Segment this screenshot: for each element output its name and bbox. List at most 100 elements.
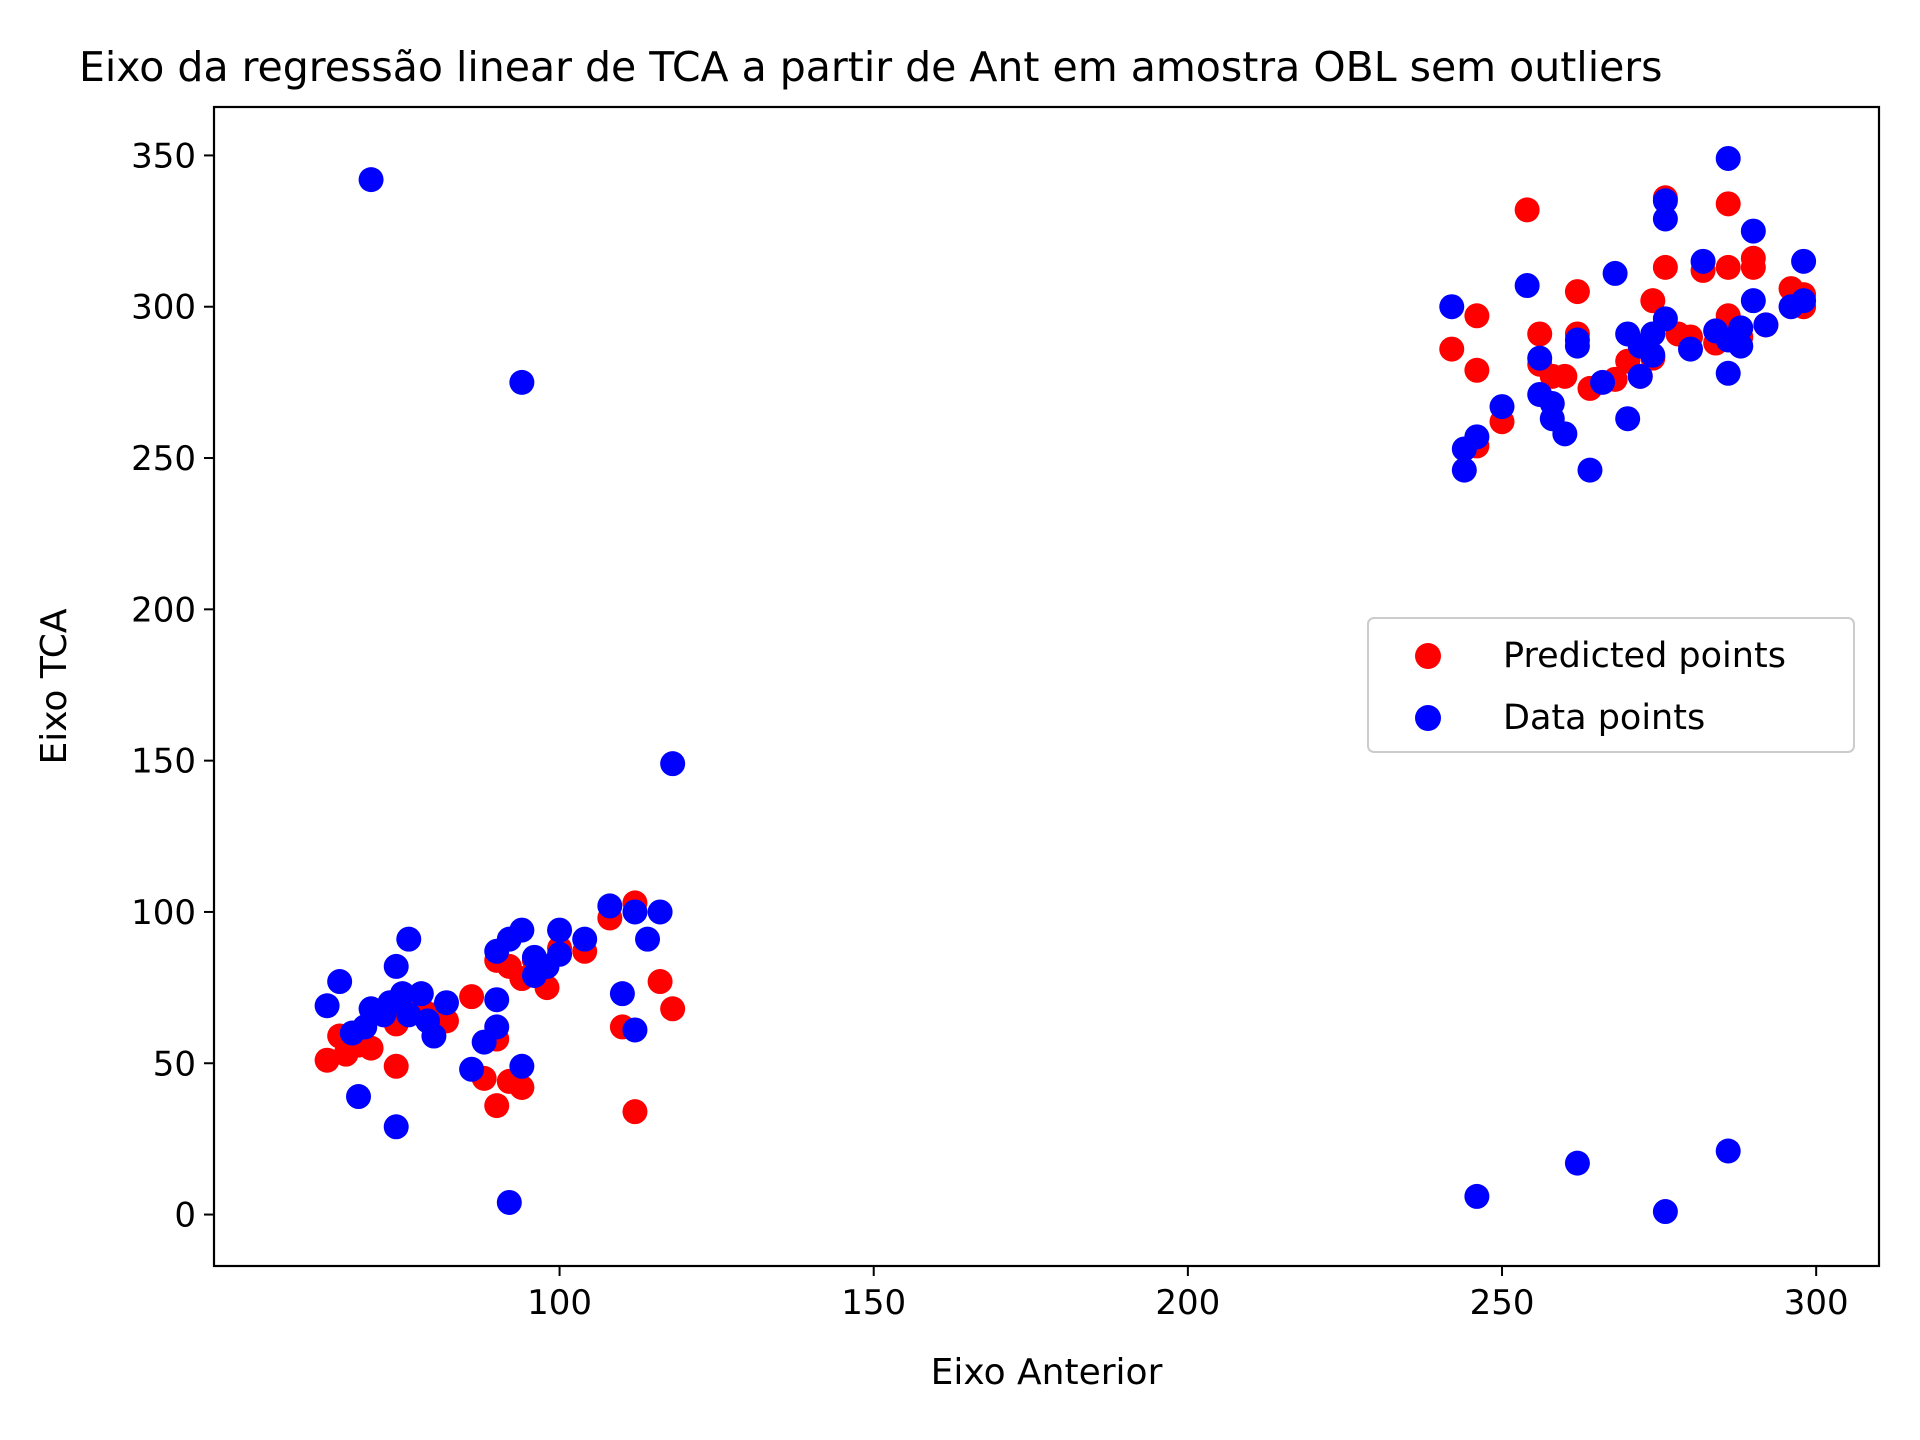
y-axis-title: Eixo TCA [34,608,75,764]
data-points-marker [1590,369,1616,395]
data-points-marker [358,167,384,193]
data-points-marker [660,751,686,777]
legend: Predicted points Data points [1367,617,1855,753]
y-axis: 0 50 100 150 200 250 300 350 [131,136,214,1236]
predicted-points-marker [459,984,485,1010]
data-points-marker [484,1014,510,1040]
y-tick-label: 100 [131,893,196,933]
predicted-points-marker [509,1074,535,1100]
data-points-marker [327,969,353,995]
predicted-points-marker [660,996,686,1022]
data-points-marker [484,987,510,1013]
data-points-marker [314,993,340,1019]
data-points-marker [1715,360,1741,386]
x-tick-label: 150 [841,1283,906,1323]
predicted-points-marker [1715,254,1741,280]
y-tick-label: 0 [174,1196,196,1236]
predicted-points-marker [1527,321,1553,347]
x-axis: 100 150 200 250 300 [527,1266,1849,1323]
data-points-marker [1728,333,1754,359]
predicted-points-marker [1564,279,1590,305]
predicted-points-marker [1652,254,1678,280]
y-tick-label: 200 [131,590,196,630]
data-points-marker [1740,288,1766,314]
data-points-marker [1678,336,1704,362]
data-points-marker [389,981,415,1007]
data-points-marker [1439,294,1465,320]
data-points-marker [509,1053,535,1079]
y-tick-label: 300 [131,288,196,328]
data-points-marker [609,981,635,1007]
y-tick-label: 350 [131,136,196,176]
predicted-points-marker [647,969,673,995]
data-points-marker [1740,218,1766,244]
data-points-marker [547,917,573,943]
predicted-points-marker [314,1047,340,1073]
predicted-points-marker [1514,197,1540,223]
data-points-marker [1615,406,1641,432]
predicted-points-marker [1740,254,1766,280]
predicted-points-marker [1552,363,1578,389]
data-points-marker [647,899,673,925]
data-points-marker [383,953,409,979]
y-tick-label: 50 [153,1044,196,1084]
predicted-points-marker [1464,303,1490,329]
x-axis-title: Eixo Anterior [931,1352,1163,1393]
predicted-points-marker [1715,191,1741,217]
data-points-marker [1577,457,1603,483]
x-tick-label: 200 [1155,1283,1220,1323]
data-points-marker [1527,345,1553,371]
data-points-marker [396,1002,422,1028]
data-points-marker [509,369,535,395]
data-points-marker [1552,421,1578,447]
data-points-marker [496,1189,522,1215]
data-points-marker [1489,394,1515,420]
data-points-marker [1627,363,1653,389]
data-points-marker [1640,342,1666,368]
legend-label-data-points: Data points [1503,698,1705,738]
data-points-marker [572,926,598,952]
data-points-marker [597,893,623,919]
data-points-marker [622,899,648,925]
data-points-marker [1652,1199,1678,1225]
data-points-marker [1791,248,1817,274]
data-points-marker [1652,306,1678,332]
data-points-marker [1464,424,1490,450]
data-points-marker [421,1023,447,1049]
data-points-marker [1690,248,1716,274]
legend-marker-data-points [1415,705,1441,731]
predicted-points-marker [1439,336,1465,362]
data-points-marker [396,926,422,952]
predicted-points-marker [622,1099,648,1125]
legend-marker-predicted-points [1415,643,1441,669]
data-points-marker [1791,288,1817,314]
data-points-marker [1715,1138,1741,1164]
predicted-points-marker [1640,288,1666,314]
data-points-marker [622,1017,648,1043]
data-points-marker [1464,1183,1490,1209]
data-points-marker [509,917,535,943]
predicted-points-marker [1464,357,1490,383]
y-tick-label: 150 [131,742,196,782]
x-tick-label: 300 [1784,1283,1849,1323]
data-points-marker [1564,1150,1590,1176]
predicted-points-marker [358,1035,384,1061]
data-points-marker [459,1056,485,1082]
data-points-marker [1451,457,1477,483]
data-points-marker [1564,333,1590,359]
x-tick-label: 250 [1470,1283,1535,1323]
legend-box [1367,617,1855,753]
data-points-marker [547,941,573,967]
predicted-points-marker [383,1053,409,1079]
data-points-marker [1602,260,1628,286]
data-points-marker [635,926,661,952]
data-points-marker [346,1084,372,1110]
data-points-marker [1753,312,1779,338]
data-points-marker [383,1114,409,1140]
predicted-points-marker [484,1093,510,1119]
x-tick-label: 100 [527,1283,592,1323]
data-points-marker [408,981,434,1007]
plot-frame [212,105,1881,1268]
y-tick-label: 250 [131,439,196,479]
